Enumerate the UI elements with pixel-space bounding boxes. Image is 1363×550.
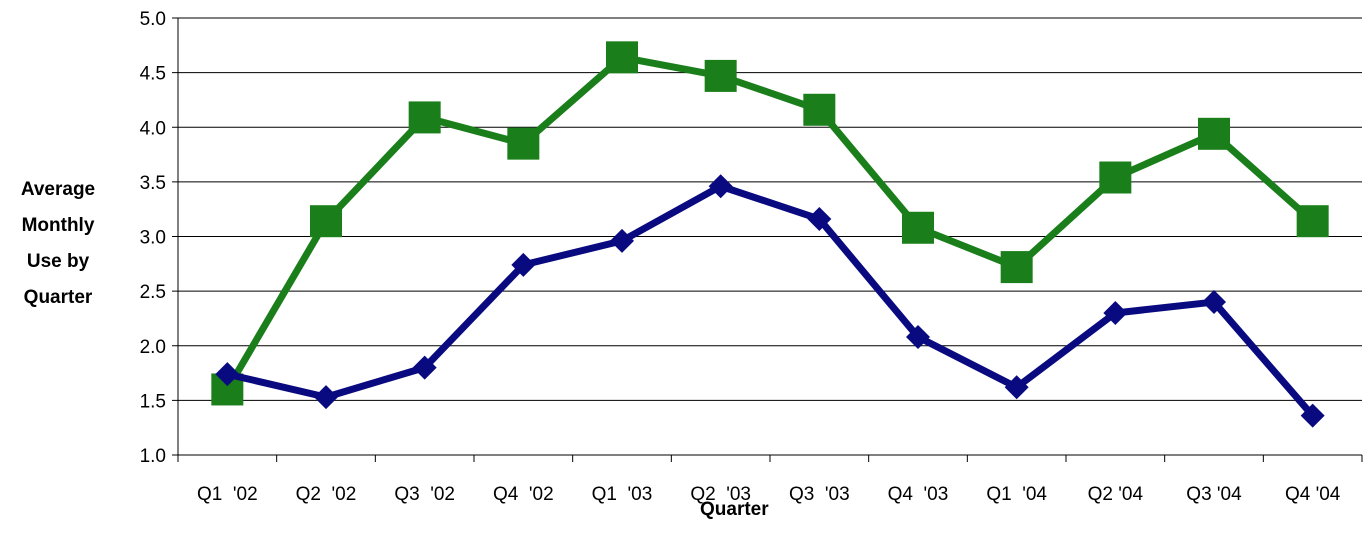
data-point-square xyxy=(1099,161,1132,194)
x-tick-label: Q1 '03 xyxy=(592,484,653,505)
data-point-square xyxy=(1000,251,1033,284)
series-2 xyxy=(215,174,1325,428)
y-tick-label: 3.5 xyxy=(140,173,166,194)
axes xyxy=(172,17,1363,462)
data-point-square xyxy=(1296,205,1329,238)
y-axis-title-line-4: Quarter xyxy=(23,287,93,308)
series-layer xyxy=(211,41,1329,428)
y-tick-label: 1.0 xyxy=(140,446,166,467)
x-tick-label: Q3 '02 xyxy=(394,484,455,505)
x-axis-title: Quarter xyxy=(700,499,769,520)
x-tick-label: Q4 '04 xyxy=(1285,484,1341,505)
x-tick-label: Q3 '03 xyxy=(789,484,850,505)
data-point-diamond xyxy=(610,228,634,253)
y-axis-title-line-1: Average xyxy=(20,179,96,200)
y-tick-label: 4.5 xyxy=(140,64,166,85)
x-tick-label: Q4 '03 xyxy=(888,484,949,505)
y-axis-title-line-3: Use by xyxy=(26,251,90,272)
series-line xyxy=(226,182,1316,418)
x-tick-label: Q1 '02 xyxy=(197,484,258,505)
x-tick-label: Q1 '04 xyxy=(986,484,1047,505)
data-point-diamond xyxy=(412,355,437,380)
y-tick-label: 4.0 xyxy=(140,118,166,139)
x-tick-labels: Q1 '02 Q2 '02 Q3 '02 Q4 '02 Q1 '03 Q2 '03 Q3 '… xyxy=(197,484,1341,505)
x-tick-label: Q2 '03 xyxy=(690,484,751,505)
data-point-square xyxy=(1198,117,1230,150)
y-tick-label: 5.0 xyxy=(140,9,166,30)
data-point-square xyxy=(507,127,540,160)
x-tick-label: Q2 '04 xyxy=(1088,484,1144,505)
y-tick-label: 2.0 xyxy=(140,337,166,358)
data-point-diamond xyxy=(906,325,930,350)
data-point-diamond xyxy=(314,385,338,410)
y-tick-label: 3.0 xyxy=(140,228,166,249)
y-axis-title-line-2: Monthly xyxy=(21,215,95,236)
x-tick-label: Q3 '04 xyxy=(1186,484,1242,505)
y-tick-labels: 1.0 1.5 2.0 2.5 3.0 3.5 4.0 4.5 5.0 xyxy=(140,9,166,467)
series-line xyxy=(224,53,1315,392)
data-point-diamond xyxy=(215,362,240,387)
y-axis-title: Average Monthly Use by Quarter xyxy=(0,172,116,316)
x-tick-label: Q4 '02 xyxy=(493,484,554,505)
series-1 xyxy=(211,41,1329,406)
data-point-diamond xyxy=(1004,375,1029,400)
x-tick-label: Q2 '02 xyxy=(296,484,357,505)
gridlines xyxy=(178,17,1362,401)
data-point-diamond xyxy=(511,252,536,277)
data-point-diamond xyxy=(708,174,733,199)
data-point-square xyxy=(803,93,836,126)
data-point-square xyxy=(310,205,342,238)
data-point-square xyxy=(606,41,638,74)
data-point-diamond xyxy=(1202,290,1226,315)
data-point-diamond xyxy=(1103,300,1128,325)
data-point-square xyxy=(704,59,737,92)
data-point-diamond xyxy=(807,207,832,232)
data-point-diamond xyxy=(1300,403,1325,428)
data-point-square xyxy=(902,211,934,244)
data-point-square xyxy=(408,101,441,134)
y-tick-label: 2.5 xyxy=(140,282,166,303)
y-tick-label: 1.5 xyxy=(140,391,166,412)
